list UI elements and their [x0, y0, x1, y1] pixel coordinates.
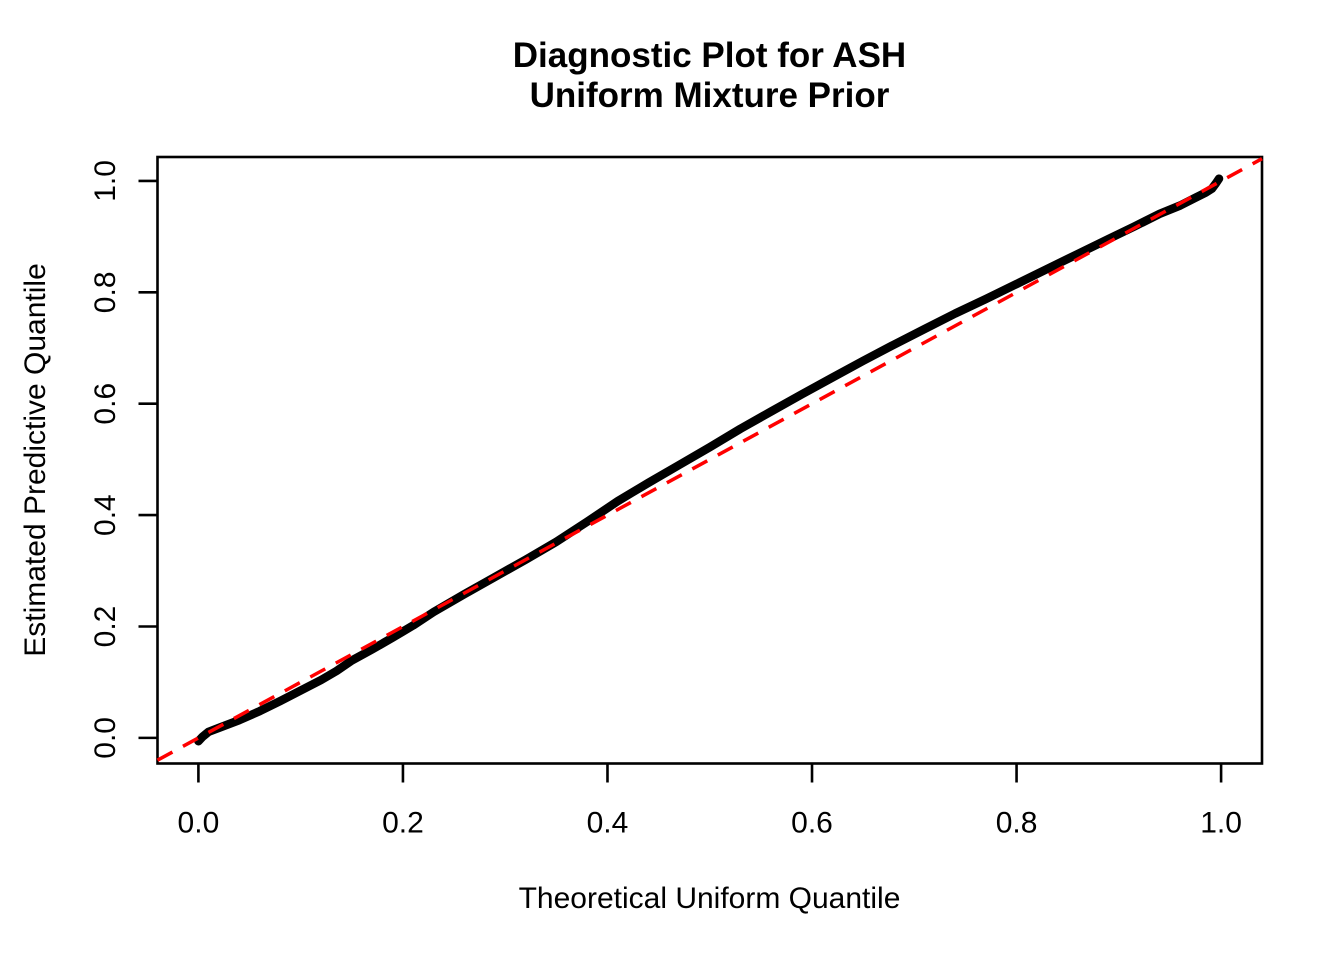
y-tick-label: 0.6: [89, 383, 122, 425]
identity-reference-line: [156, 157, 1263, 762]
y-axis-label-text: Estimated Predictive Quantile: [19, 263, 52, 657]
y-tick-label: 0.8: [89, 271, 122, 313]
x-tick-label: 0.6: [791, 807, 833, 840]
plot-title: Diagnostic Plot for ASH Uniform Mixture …: [157, 36, 1262, 116]
x-tick-label: 0.0: [178, 807, 220, 840]
estimated-predictive-quantile-curve: [194, 174, 1224, 746]
plot-border: [156, 155, 1264, 765]
x-tick-label: 1.0: [1200, 807, 1242, 840]
plot-title-line-2: Uniform Mixture Prior: [529, 76, 890, 115]
y-tick-label: 0.2: [89, 606, 122, 648]
x-tick-label: 0.2: [382, 807, 424, 840]
x-axis-label: Theoretical Uniform Quantile: [518, 882, 901, 915]
y-tick-label: 0.4: [89, 494, 122, 536]
plot-title-line-1: Diagnostic Plot for ASH: [512, 36, 907, 75]
y-tick-label: 1.0: [89, 160, 122, 202]
x-tick-label: 0.8: [996, 807, 1038, 840]
x-tick-label: 0.4: [587, 807, 629, 840]
y-tick-label: 0.0: [89, 717, 122, 759]
